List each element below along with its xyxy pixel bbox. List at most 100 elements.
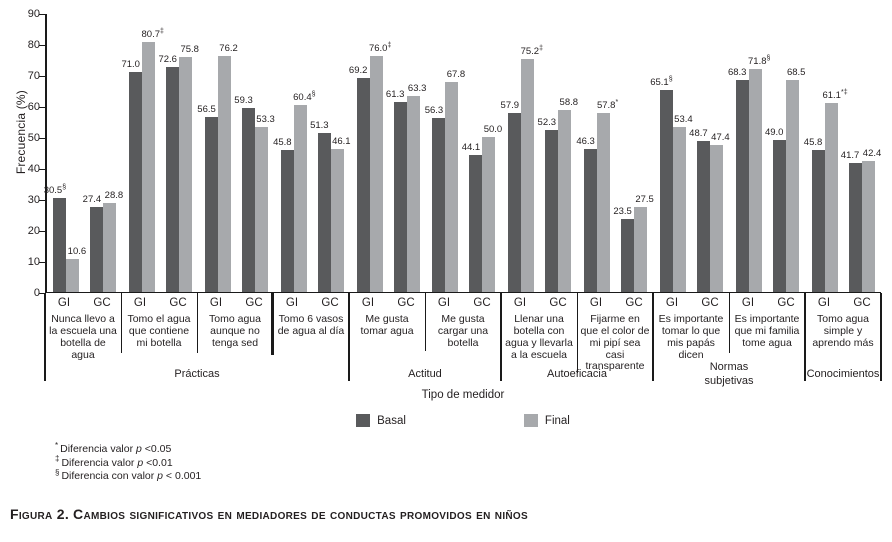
bar-value-label: 75.2‡ [520, 44, 543, 57]
plot-area: 30.5§ 10.6 27.4 28.8 71.0 80.7‡ 72.6 75.8 56.5 76… [44, 14, 881, 293]
bar-wrap: 60.4§ [293, 91, 316, 292]
bar-final [521, 58, 535, 292]
y-tick-label: 50 [27, 131, 40, 144]
group-label: GI [285, 297, 299, 309]
bar-wrap: 30.5§ [44, 183, 67, 292]
bar-final [824, 102, 838, 292]
section-label: Actitud [408, 368, 442, 381]
group-label: GI [209, 297, 223, 309]
caption-label: Figura 2. [10, 506, 70, 522]
category-label: Llenar una botella con agua y llevarla a… [505, 313, 573, 361]
bar-wrap: 63.3 [406, 83, 426, 292]
x-category-cell: GI GC Tomo 6 vasos de agua al día [273, 293, 350, 381]
category-label: Tomo el agua que contiene mi botella [127, 313, 191, 349]
y-tick-mark [39, 106, 45, 108]
bar-final [482, 137, 496, 292]
bar-value-label: 80.7‡ [141, 27, 164, 40]
bar-value-label: 60.4§ [293, 90, 316, 103]
bar-value-label: 28.8 [104, 189, 124, 201]
group-label: GC [777, 297, 795, 309]
bar-final [445, 81, 459, 292]
bar-wrap: 72.6 [158, 54, 180, 292]
x-axis-title: Tipo de medidor [421, 389, 505, 401]
category-label: Me gusta cargar una botella [437, 313, 489, 349]
bar-wrap: 42.4 [861, 148, 881, 292]
category-group: 56.5 76.2 59.3 53.3 [197, 14, 275, 292]
bar-value-label: 30.5§ [43, 183, 67, 196]
group-label: GC [853, 297, 871, 309]
x-category-cell: GI GC Me gusta tomar agua [349, 293, 426, 373]
bar-value-label: 42.4 [862, 147, 882, 159]
bar-wrap: 56.3 [425, 105, 446, 292]
bar-basal [811, 150, 825, 292]
section-cell: Actitud [349, 358, 501, 392]
group-labels-row: GI GC [273, 297, 349, 309]
group-labels-row: GI GC [45, 297, 121, 309]
bar-wrap: 46.1 [330, 136, 351, 292]
bar-wrap: 52.3 [538, 117, 559, 292]
group-label: GC [245, 297, 263, 309]
bar-basal [469, 155, 483, 292]
bar-pair: 56.5 76.2 [197, 43, 238, 292]
bar-value-label: 71.0 [121, 58, 140, 70]
category-label: Tomo 6 vasos de agua al día [277, 313, 345, 337]
category-divider-line [500, 293, 502, 381]
caption-text: Cambios significativos en mediadores de … [73, 506, 528, 522]
group-labels-row: GI GC [197, 297, 273, 309]
group-label: GC [473, 297, 491, 309]
bar-pair: 71.0 80.7‡ [121, 28, 164, 292]
bar-final [597, 112, 611, 292]
bar-basal [53, 197, 67, 292]
bar-wrap: 45.8 [804, 137, 825, 292]
bar-value-label: 61.1*‡ [822, 88, 848, 101]
bar-value-label: 63.3 [407, 82, 427, 94]
bar-wrap: 27.5 [634, 194, 654, 292]
bar-basal [242, 108, 256, 292]
bar-basal [129, 71, 143, 292]
bar-final [330, 149, 344, 292]
bar-value-label: 67.8 [446, 68, 466, 80]
category-divider-line [424, 293, 426, 351]
y-tick-mark [39, 168, 45, 170]
group-labels-row: GI GC [349, 297, 425, 309]
bar-value-label: 47.4 [711, 132, 730, 144]
bar-basal [280, 150, 294, 292]
category-divider-line [120, 293, 122, 353]
category-group: 68.3 71.8§ 49.0 68.5 [728, 14, 805, 292]
group-label: GC [321, 297, 339, 309]
bar-value-label: 46.1 [332, 136, 351, 148]
bar-final [748, 69, 762, 292]
group-labels-row: GI GC [805, 297, 881, 309]
bar-wrap: 48.7 [689, 128, 710, 292]
bar-final [142, 41, 156, 292]
bar-value-label: 58.8 [559, 96, 579, 108]
x-category-cell: GI GC Me gusta cargar una botella [425, 293, 502, 381]
group-labels-row: GI GC [121, 297, 197, 309]
category-label: Tomo agua aunque no tenga sed [209, 313, 261, 349]
group-label: GC [397, 297, 415, 309]
bar-value-label: 56.3 [424, 104, 444, 116]
y-tick-label: 20 [27, 224, 40, 237]
group-label: GC [93, 297, 111, 309]
bar-final [255, 126, 269, 292]
bar-value-label: 65.1§ [650, 76, 673, 89]
bar-pair: 52.3 58.8 [538, 97, 578, 292]
bar-value-label: 44.1 [461, 142, 481, 154]
bar-final [179, 57, 193, 292]
group-label: GI [513, 297, 527, 309]
bar-wrap: 67.8 [445, 69, 465, 292]
bar-basal [205, 116, 219, 292]
bar-wrap: 44.1 [462, 142, 483, 292]
bar-wrap: 47.4 [709, 132, 730, 292]
bar-wrap: 80.7‡ [142, 28, 164, 292]
footnote-line: ‡ Diferencia valor p <0.01 [55, 454, 173, 469]
y-tick-label: 60 [27, 100, 40, 113]
x-category-cell: GI GC Es importante tomar lo que mis papás… [653, 293, 730, 373]
bar-pair: 56.3 67.8 [425, 69, 465, 292]
category-label: Es importante que mi familia tome agua [734, 313, 800, 349]
x-axis-band: GI GC Nunca llevo a la escuela una botella… [45, 293, 882, 381]
bar-value-label: 53.4 [674, 113, 693, 125]
category-divider-line [880, 293, 882, 381]
bar-basal [735, 80, 749, 292]
bar-pair: 41.7 42.4 [841, 148, 881, 292]
